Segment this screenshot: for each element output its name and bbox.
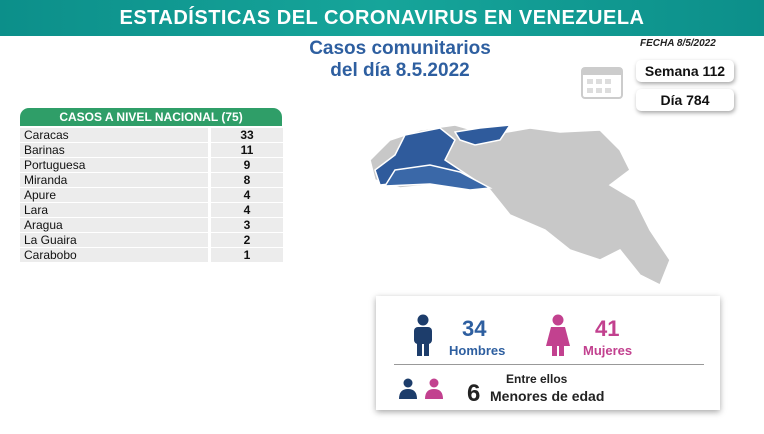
table-row: Miranda 8: [20, 172, 283, 188]
table-title: CASOS A NIVEL NACIONAL: [59, 110, 218, 124]
cases-value: 33: [208, 128, 283, 143]
subtitle: del día 8.5.2022: [330, 60, 470, 81]
men-label: Hombres: [449, 343, 506, 358]
cases-value: 4: [208, 187, 283, 203]
table-row: Carabobo 1: [20, 247, 283, 263]
table-row: Lara 4: [20, 202, 283, 218]
woman-icon: [546, 314, 570, 356]
cases-value: 8: [208, 172, 283, 188]
state-name: Lara: [20, 202, 210, 218]
table-row: Portuguesa 9: [20, 157, 283, 173]
table-total: (75): [221, 110, 243, 124]
calendar-icon: [581, 67, 623, 99]
date: FECHA 8/5/2022: [640, 38, 716, 49]
header-bar: [0, 0, 764, 36]
table-row: La Guaira 2: [20, 232, 283, 248]
state-name: Barinas: [20, 142, 210, 158]
day-box: Día 784: [636, 89, 734, 111]
table-row: Apure 4: [20, 187, 283, 203]
state-name: Aragua: [20, 217, 210, 233]
women-label: Mujeres: [583, 343, 633, 358]
subtitle: Casos comunitarios: [309, 38, 491, 59]
table-row: Barinas 11: [20, 142, 283, 158]
divider: [394, 364, 704, 365]
state-name: Miranda: [20, 172, 210, 188]
week-box: Semana 112: [636, 60, 734, 82]
men-count: 34: [462, 316, 487, 341]
man-icon: [414, 314, 432, 356]
state-name: Portuguesa: [20, 157, 210, 173]
cases-value: 9: [208, 157, 283, 173]
women-count: 41: [595, 316, 620, 341]
table-row: Aragua 3: [20, 217, 283, 233]
minors-intro: Entre ellos: [506, 372, 568, 386]
cases-value: 1: [208, 247, 283, 263]
state-name: La Guaira: [20, 232, 210, 248]
cases-value: 11: [208, 142, 283, 158]
cases-value: 4: [208, 202, 283, 218]
minors-count: 6: [467, 380, 481, 407]
table-row: Caracas 33: [20, 128, 283, 143]
people-icon: [399, 378, 443, 399]
minors-label: Menores de edad: [490, 388, 605, 404]
cases-value: 3: [208, 217, 283, 233]
state-name: Carabobo: [20, 247, 210, 263]
state-name: Apure: [20, 187, 210, 203]
map: [369, 124, 671, 287]
cases-table: Caracas 33 Barinas 11 Portuguesa 9 Miranda 8 Apu…: [20, 128, 283, 263]
state-name: Caracas: [20, 128, 210, 143]
cases-value: 2: [208, 232, 283, 248]
header-title: ESTADÍSTICAS DEL CORONAVIRUS EN VENEZUEL…: [119, 7, 645, 29]
table-header: CASOS A NIVEL NACIONAL (75): [20, 108, 282, 126]
